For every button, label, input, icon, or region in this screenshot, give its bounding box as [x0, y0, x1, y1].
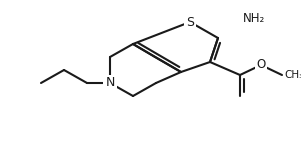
Text: NH₂: NH₂ — [243, 12, 265, 25]
Text: CH₃: CH₃ — [284, 70, 301, 80]
Text: S: S — [186, 15, 194, 29]
Text: O: O — [256, 59, 265, 72]
Text: N: N — [105, 77, 115, 89]
